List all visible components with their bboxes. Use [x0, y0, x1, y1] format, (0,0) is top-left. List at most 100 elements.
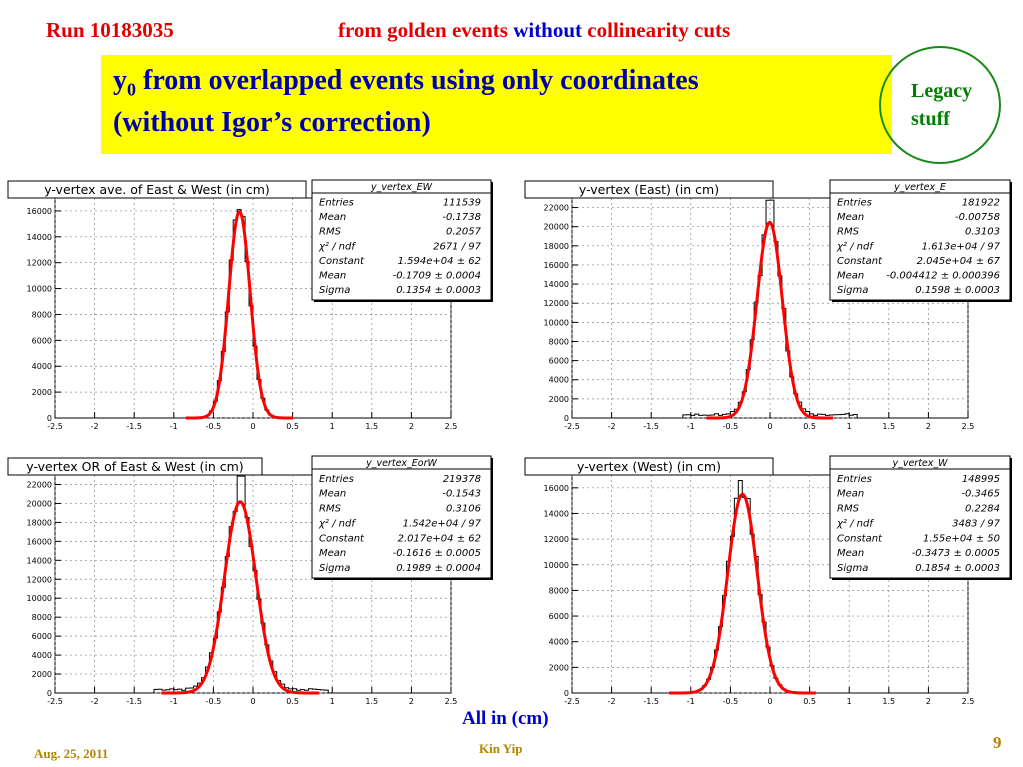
y-tick-label: 16000	[27, 537, 52, 546]
x-tick-label: 1.5	[365, 697, 378, 706]
histogram-panel-1: -2.5 -2 -1.5 -1 -0.5 0 0.5 1 1.5 2 2.5 0 2000 4000 600…	[7, 179, 493, 431]
stats-value: -0.1543	[442, 489, 481, 500]
stats-label: Constant	[319, 533, 365, 544]
y-tick-label: 16000	[544, 261, 569, 270]
stats-value: 0.2284	[965, 504, 1000, 515]
stats-label: RMS	[319, 504, 342, 515]
legacy-stuff-badge: Legacy stuff	[879, 46, 1001, 164]
stats-box	[311, 179, 492, 301]
stats-value: 219378	[443, 474, 481, 485]
x-tick-label: 0.5	[286, 697, 299, 706]
stats-value: 1.55e+04 ± 50	[923, 533, 1000, 544]
y-tick-label: 4000	[32, 651, 52, 660]
stats-label: Entries	[837, 474, 872, 485]
x-tick-label: 1.5	[882, 697, 895, 706]
histogram-title-box	[7, 180, 307, 199]
stats-label: Entries	[319, 474, 354, 485]
histogram-title-box	[524, 457, 774, 476]
y-tick-label: 2000	[32, 388, 52, 397]
stats-value: 0.2057	[446, 227, 482, 238]
stats-value: 0.1354 ± 0.0003	[396, 285, 481, 296]
x-tick-label: 0	[767, 697, 772, 706]
y-tick-label: 14000	[27, 233, 52, 242]
y-tick-label: 20000	[27, 499, 52, 508]
stats-label: Sigma	[837, 563, 868, 574]
histogram-title: y-vertex ave. of East & West (in cm)	[44, 182, 270, 197]
stats-box	[829, 179, 1011, 301]
x-tick-label: 0	[250, 422, 255, 431]
legacy-line-1: Legacy	[911, 80, 973, 102]
histogram-panel-3: -2.5 -2 -1.5 -1 -0.5 0 0.5 1 1.5 2 2.5 0 2000 4000 600…	[7, 455, 493, 706]
histogram-title-box	[7, 457, 263, 476]
y-tick-label: 0	[564, 414, 569, 423]
legacy-line-2: stuff	[911, 108, 950, 130]
histogram-steps	[55, 209, 451, 419]
x-tick-label: 2	[926, 697, 931, 706]
stats-label: Entries	[837, 198, 872, 209]
stats-value: 1.594e+04 ± 62	[398, 256, 481, 267]
date: Aug. 25, 2011	[34, 746, 109, 761]
stats-box	[311, 455, 492, 579]
y-tick-label: 8000	[32, 613, 52, 622]
x-tick-label: 2.5	[962, 697, 975, 706]
stats-label: Constant	[837, 533, 883, 544]
x-tick-label: -2.5	[564, 697, 580, 706]
gaussian-fit-curve	[669, 492, 816, 695]
y-tick-label: 8000	[549, 586, 569, 595]
x-tick-label: 2	[409, 422, 414, 431]
x-tick-label: -0.5	[723, 422, 739, 431]
y-tick-label: 0	[564, 689, 569, 698]
x-tick-label: -1.5	[126, 697, 142, 706]
stats-box-name: y_vertex_EorW	[365, 458, 437, 469]
stats-value: -0.1709 ± 0.0004	[393, 270, 481, 281]
stats-label: RMS	[319, 227, 342, 238]
stats-label: χ² / ndf	[318, 518, 356, 529]
x-tick-label: -2.5	[47, 422, 63, 431]
title-subscript: 0	[127, 79, 136, 100]
y-tick-label: 4000	[32, 362, 52, 371]
y-tick-label: 2000	[549, 663, 569, 672]
stats-value: 181922	[962, 198, 1000, 209]
y-tick-label: 22000	[544, 204, 569, 213]
stats-value: -0.00758	[955, 212, 1000, 223]
event-selection-part3: collinearity cuts	[587, 18, 731, 42]
x-tick-label: 2	[926, 422, 931, 431]
stats-label: Mean	[837, 489, 864, 500]
y-tick-label: 2000	[549, 395, 569, 404]
x-tick-label: 1.5	[365, 422, 378, 431]
x-tick-label: 1	[847, 697, 852, 706]
x-tick-label: -0.5	[723, 697, 739, 706]
stats-box-name: y_vertex_W	[891, 458, 948, 469]
x-tick-label: 0.5	[286, 422, 299, 431]
x-tick-label: -1.5	[643, 422, 659, 431]
x-tick-label: 0.5	[803, 422, 816, 431]
y-tick-label: 12000	[27, 259, 52, 268]
stats-label: Sigma	[319, 285, 350, 296]
x-tick-label: 2.5	[445, 697, 458, 706]
stats-label: Mean	[319, 548, 346, 559]
stats-label: Constant	[319, 256, 365, 267]
stats-label: RMS	[837, 504, 860, 515]
gaussian-fit-curve	[706, 220, 833, 420]
x-tick-label: -2.5	[47, 697, 63, 706]
stats-value: 2.017e+04 ± 62	[398, 533, 481, 544]
stats-value: -0.3465	[961, 489, 1000, 500]
gaussian-fit-curve	[185, 210, 294, 420]
stats-value: 0.1598 ± 0.0003	[915, 285, 1000, 296]
stats-label: Mean	[837, 212, 864, 223]
y-tick-label: 4000	[549, 376, 569, 385]
stats-value: 1.613e+04 / 97	[922, 241, 1001, 252]
x-tick-label: 1.5	[882, 422, 895, 431]
y-tick-label: 6000	[549, 612, 569, 621]
y-tick-label: 10000	[544, 561, 569, 570]
y-tick-label: 14000	[544, 509, 569, 518]
stats-value: 0.3103	[965, 227, 1000, 238]
x-tick-label: 2.5	[445, 422, 458, 431]
title-line-1-text: from overlapped events using only coordi…	[143, 65, 699, 96]
x-tick-label: -0.5	[206, 697, 222, 706]
y-tick-label: 14000	[544, 280, 569, 289]
histogram-title: y-vertex (East) (in cm)	[579, 182, 719, 197]
x-tick-label: 1	[330, 422, 335, 431]
x-tick-label: -2	[608, 422, 616, 431]
